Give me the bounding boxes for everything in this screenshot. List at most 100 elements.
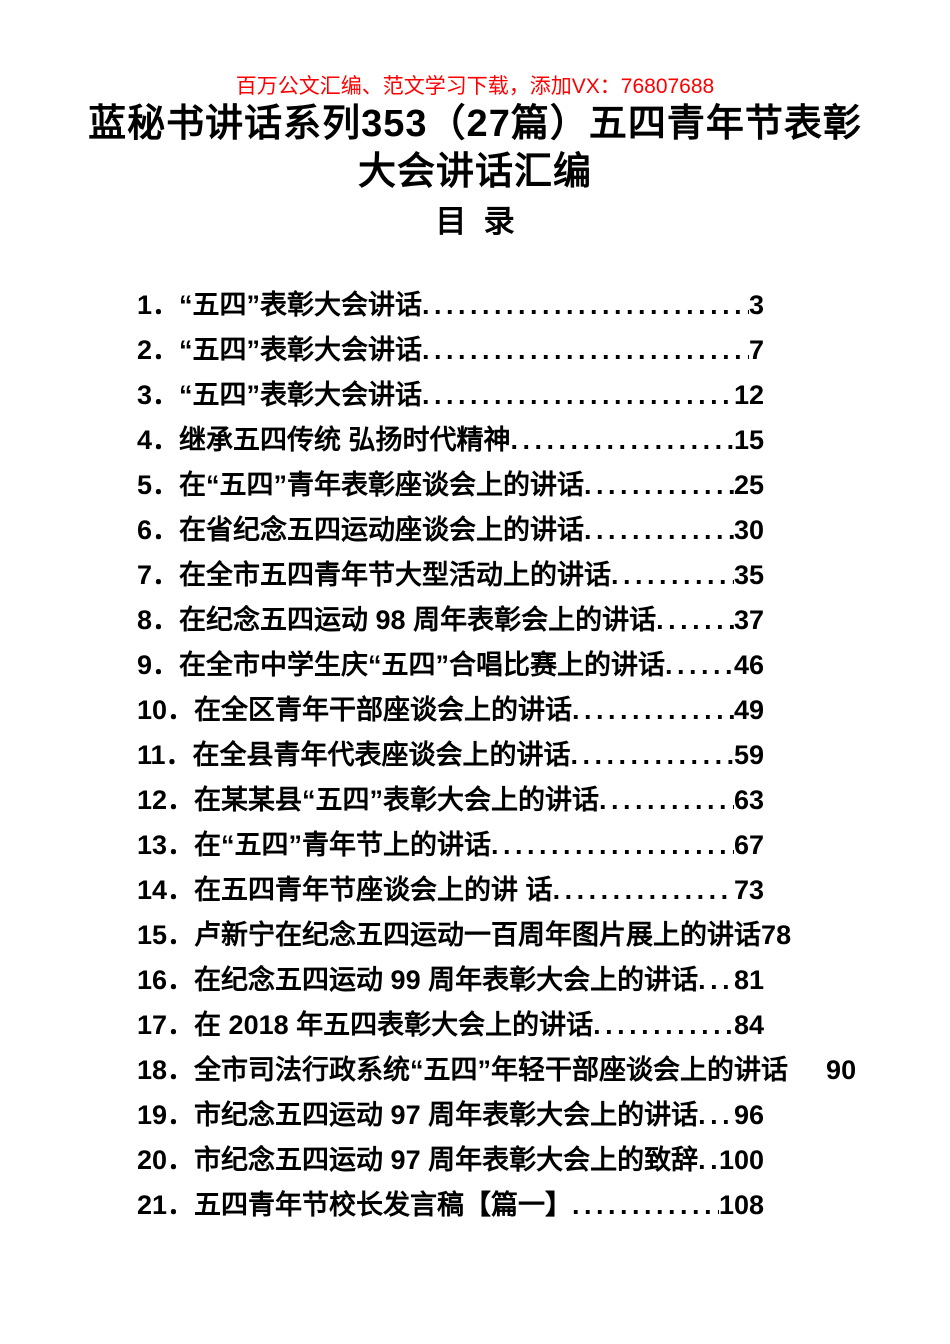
dot-leader (511, 418, 734, 463)
dot-leader (593, 1003, 734, 1048)
entry-number: 16． (137, 965, 195, 995)
dot-leader (572, 1183, 719, 1228)
dot-leader (656, 598, 734, 643)
promo-banner: 百万公文汇编、范文学习下载，添加VX：76807688 (235, 75, 715, 98)
dot-leader (611, 553, 734, 598)
entry-title: 在全市中学生庆“五四”合唱比赛上的讲话 (179, 650, 666, 680)
toc-entry[interactable]: 14． 在五四青年节座谈会上的讲 话 73 (137, 868, 764, 913)
toc-entry[interactable]: 7． 在全市五四青年节大型活动上的讲话 35 (137, 553, 764, 598)
entry-number: 14． (137, 875, 195, 905)
page-number: 59 (733, 740, 764, 770)
entry-number: 10． (137, 695, 195, 725)
entry-title: 全市司法行政系统“五四”年轻干部座谈会上的讲话 (194, 1055, 789, 1085)
entry-title: 在全市五四青年节大型活动上的讲话 (179, 560, 612, 590)
page-number: 15 (733, 425, 764, 455)
toc-entry[interactable]: 11． 在全县青年代表座谈会上的讲话 59 (137, 733, 764, 778)
entry-title: 在全县青年代表座谈会上的讲话 (192, 740, 571, 770)
dot-leader (665, 643, 734, 688)
dot-leader (422, 328, 749, 373)
toc-entry[interactable]: 12． 在某某县“五四”表彰大会上的讲话 63 (137, 778, 764, 823)
toc-entry[interactable]: 13． 在“五四”青年节上的讲话 67 (137, 823, 764, 868)
entry-number: 11． (137, 740, 193, 770)
entry-number: 6． (137, 515, 180, 545)
entry-title: 五四青年节校长发言稿【篇一】 (194, 1190, 573, 1220)
entry-number: 2． (137, 335, 180, 365)
page-number: 7 (748, 335, 764, 365)
entry-number: 20． (137, 1145, 195, 1175)
dot-leader (422, 373, 734, 418)
toc-entry[interactable]: 17． 在 2018 年五四表彰大会上的讲话 84 (137, 1003, 764, 1048)
page-number: 30 (733, 515, 764, 545)
entry-number: 19． (137, 1100, 195, 1130)
page-number: 84 (733, 1010, 764, 1040)
toc-list: 1． “五四”表彰大会讲话 3 2． “五四”表彰大会讲话 7 3． “五四”表… (137, 283, 856, 1228)
page-number: 108 (718, 1190, 764, 1220)
entry-title: 在全区青年干部座谈会上的讲话 (194, 695, 573, 725)
entry-number: 13． (137, 830, 195, 860)
toc-entry[interactable]: 5． 在“五四”青年表彰座谈会上的讲话 25 (137, 463, 764, 508)
page-number: 100 (718, 1145, 764, 1175)
entry-number: 4． (137, 425, 180, 455)
toc-entry[interactable]: 19． 市纪念五四运动 97 周年表彰大会上的讲话 96 (137, 1093, 764, 1138)
dot-leader (698, 958, 734, 1003)
entry-title: 在纪念五四运动 98 周年表彰会上的讲话 (179, 605, 657, 635)
entry-number: 17． (137, 1010, 195, 1040)
entry-title: 在纪念五四运动 99 周年表彰大会上的讲话 (194, 965, 699, 995)
page-number: 67 (733, 830, 764, 860)
toc-entry[interactable]: 10． 在全区青年干部座谈会上的讲话 49 (137, 688, 764, 733)
entry-title: 在“五四”青年表彰座谈会上的讲话 (179, 470, 585, 500)
entry-title: “五四”表彰大会讲话 (179, 290, 423, 320)
toc-entry[interactable]: 20． 市纪念五四运动 97 周年表彰大会上的致辞 100 (137, 1138, 764, 1183)
entry-number: 8． (137, 605, 180, 635)
entry-title: 在 2018 年五四表彰大会上的讲话 (194, 1010, 594, 1040)
entry-number: 15． (137, 920, 195, 950)
entry-title: 在省纪念五四运动座谈会上的讲话 (179, 515, 585, 545)
page-number: 37 (733, 605, 764, 635)
toc-entry[interactable]: 18． 全市司法行政系统“五四”年轻干部座谈会上的讲话 90 (137, 1048, 856, 1093)
page-number: 12 (733, 380, 764, 410)
entry-number: 7． (137, 560, 180, 590)
toc-entry[interactable]: 15． 卢新宁在纪念五四运动一百周年图片展上的讲话 78 (137, 913, 791, 958)
toc-entry[interactable]: 1． “五四”表彰大会讲话 3 (137, 283, 764, 328)
toc-entry[interactable]: 4． 继承五四传统 弘扬时代精神 15 (137, 418, 764, 463)
entry-number: 21． (137, 1190, 195, 1220)
entry-title: 继承五四传统 弘扬时代精神 (179, 425, 511, 455)
page-number: 81 (733, 965, 764, 995)
toc-entry[interactable]: 16． 在纪念五四运动 99 周年表彰大会上的讲话 81 (137, 958, 764, 1003)
dot-leader (698, 1093, 734, 1138)
page-number: 25 (733, 470, 764, 500)
page-number: 78 (761, 920, 792, 950)
toc-entry[interactable]: 8． 在纪念五四运动 98 周年表彰会上的讲话 37 (137, 598, 764, 643)
page-number: 90 (826, 1055, 857, 1085)
entry-title: 在“五四”青年节上的讲话 (194, 830, 492, 860)
entry-title: 在某某县“五四”表彰大会上的讲话 (194, 785, 600, 815)
dot-leader (553, 868, 734, 913)
entry-title: “五四”表彰大会讲话 (179, 380, 423, 410)
dot-leader (698, 1138, 719, 1183)
dot-leader (572, 688, 734, 733)
entry-title: 卢新宁在纪念五四运动一百周年图片展上的讲话 (194, 920, 762, 950)
dot-leader (422, 283, 749, 328)
entry-number: 5． (137, 470, 180, 500)
page-number: 63 (733, 785, 764, 815)
toc-entry[interactable]: 3． “五四”表彰大会讲话 12 (137, 373, 764, 418)
page-number: 46 (733, 650, 764, 680)
page-number: 49 (733, 695, 764, 725)
document-title: 蓝秘书讲话系列353（27篇）五四青年节表彰大会讲话汇编 (88, 103, 862, 193)
entry-title: 市纪念五四运动 97 周年表彰大会上的致辞 (194, 1145, 699, 1175)
dot-leader (584, 508, 734, 553)
toc-entry[interactable]: 21． 五四青年节校长发言稿【篇一】 108 (137, 1183, 764, 1228)
entry-number: 18． (137, 1055, 195, 1085)
dot-leader (571, 733, 734, 778)
toc-entry[interactable]: 9． 在全市中学生庆“五四”合唱比赛上的讲话 46 (137, 643, 764, 688)
page-number: 96 (733, 1100, 764, 1130)
page-number: 73 (733, 875, 764, 905)
page-number: 3 (748, 290, 764, 320)
entry-number: 9． (137, 650, 180, 680)
dot-leader (584, 463, 734, 508)
entry-number: 12． (137, 785, 195, 815)
toc-entry[interactable]: 6． 在省纪念五四运动座谈会上的讲话 30 (137, 508, 764, 553)
dot-leader (491, 823, 734, 868)
toc-entry[interactable]: 2． “五四”表彰大会讲话 7 (137, 328, 764, 373)
